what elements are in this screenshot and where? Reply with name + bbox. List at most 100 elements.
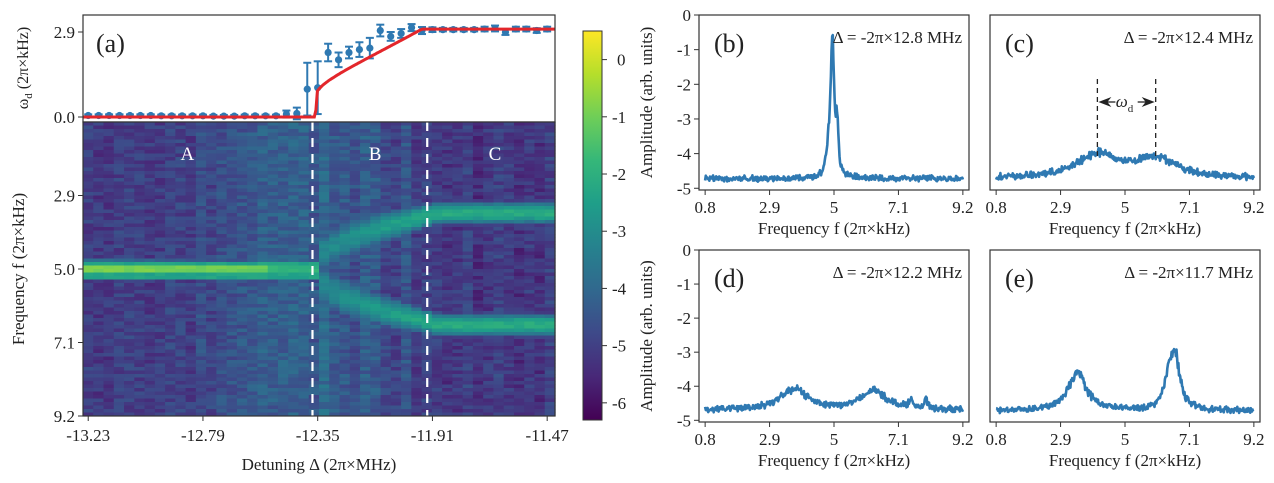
heatmap-cell (165, 279, 176, 284)
heatmap-cell (524, 325, 536, 329)
heatmap-cell (319, 318, 330, 322)
heatmap-cell (462, 300, 474, 305)
heatmap-cell (83, 202, 94, 207)
heatmap-cell (103, 248, 115, 252)
heatmap-cell (134, 360, 146, 364)
heatmap-cell (513, 227, 525, 231)
heatmap-cell (124, 178, 135, 182)
heatmap-cell (308, 318, 320, 322)
heatmap-cell (401, 202, 412, 207)
heatmap-cell (442, 167, 453, 172)
heatmap-cell (503, 153, 515, 158)
heatmap-cell (534, 146, 546, 151)
heatmap-cell (298, 164, 310, 168)
heatmap-cell (493, 157, 505, 161)
heatmap-cell (185, 314, 197, 319)
heatmap-cell (236, 384, 248, 389)
heatmap-cell (339, 412, 351, 417)
heatmap-cell (195, 209, 207, 214)
heatmap-cell (431, 363, 443, 368)
heatmap-cell (544, 129, 556, 133)
heatmap-cell (267, 132, 279, 137)
heatmap-cell (144, 188, 156, 193)
heatmap-cell (154, 332, 166, 336)
heatmap-cell (226, 272, 238, 277)
heatmap-cell (175, 237, 187, 242)
heatmap-cell (298, 328, 310, 333)
heatmap-cell (144, 185, 156, 189)
heatmap-cell (93, 353, 105, 357)
heatmap-cell (544, 136, 556, 140)
heatmap-cell (165, 304, 176, 308)
heatmap-cell (452, 209, 464, 214)
heatmap-cell (401, 409, 412, 413)
region-label-c: C (489, 144, 502, 165)
heatmap-cell (134, 384, 146, 389)
heatmap-cell (534, 255, 546, 259)
heatmap-cell (442, 220, 453, 224)
heatmap-cell (544, 202, 556, 207)
heatmap-cell (431, 227, 443, 231)
heatmap-cell (370, 160, 382, 165)
heatmap-cell (93, 377, 105, 382)
heatmap-cell (103, 185, 115, 189)
heatmap-cell (390, 227, 402, 231)
heatmap-cell (277, 388, 289, 392)
heatmap-cell (349, 153, 361, 158)
heatmap-cell (411, 220, 423, 224)
heatmap-cell (195, 213, 207, 217)
heatmap-cell (154, 286, 166, 291)
heatmap-cell (165, 251, 176, 256)
heatmap-cell (267, 349, 279, 354)
heatmap-cell (247, 300, 259, 305)
heatmap-cell (257, 199, 269, 203)
heatmap-cell (277, 339, 289, 343)
heatmap-cell (524, 265, 536, 270)
heatmap-cell (144, 136, 156, 140)
heatmap-cell (124, 297, 135, 301)
heatmap-cell (380, 349, 392, 354)
heatmap-cell (298, 339, 310, 343)
heatmap-cell (390, 251, 402, 256)
heatmap-cell (329, 209, 341, 214)
heatmap-cell (206, 258, 217, 263)
heatmap-cell (380, 325, 392, 329)
heatmap-cell (442, 258, 453, 263)
heatmap-cell (195, 241, 207, 245)
heatmap-cell (503, 227, 515, 231)
heatmap-cell (524, 192, 536, 196)
heatmap-cell (298, 248, 310, 252)
heatmap-cell (411, 122, 423, 126)
heatmap-cell (257, 335, 269, 340)
heatmap-cell (329, 321, 341, 326)
heatmap-cell (93, 370, 105, 375)
heatmap-cell (288, 153, 300, 158)
heatmap-cell (544, 325, 556, 329)
heatmap-cell (288, 251, 300, 256)
heatmap-cell (472, 171, 484, 175)
heatmap-cell (288, 195, 300, 200)
heatmap-cell (103, 269, 115, 273)
heatmap-cell (360, 146, 371, 151)
heatmap-cell (493, 293, 505, 298)
heatmap-cell (154, 367, 166, 371)
heatmap-cell (257, 339, 269, 343)
heatmap-cell (144, 412, 156, 417)
heatmap-cell (267, 146, 279, 151)
heatmap-cell (165, 262, 176, 266)
heatmap-cell (154, 213, 166, 217)
heatmap-cell (462, 255, 474, 259)
heatmap-cell (103, 122, 115, 126)
heatmap-cell (257, 360, 269, 364)
heatmap-cell (319, 367, 330, 371)
heatmap-cell (544, 174, 556, 179)
heatmap-cell (288, 178, 300, 182)
heatmap-cell (226, 125, 238, 130)
heatmap-cell (298, 192, 310, 196)
heatmap-cell (185, 304, 197, 308)
heatmap-cell (226, 405, 238, 410)
heatmap-cell (390, 335, 402, 340)
heatmap-cell (277, 279, 289, 284)
heatmap-cell (349, 332, 361, 336)
heatmap-cell (513, 342, 525, 347)
